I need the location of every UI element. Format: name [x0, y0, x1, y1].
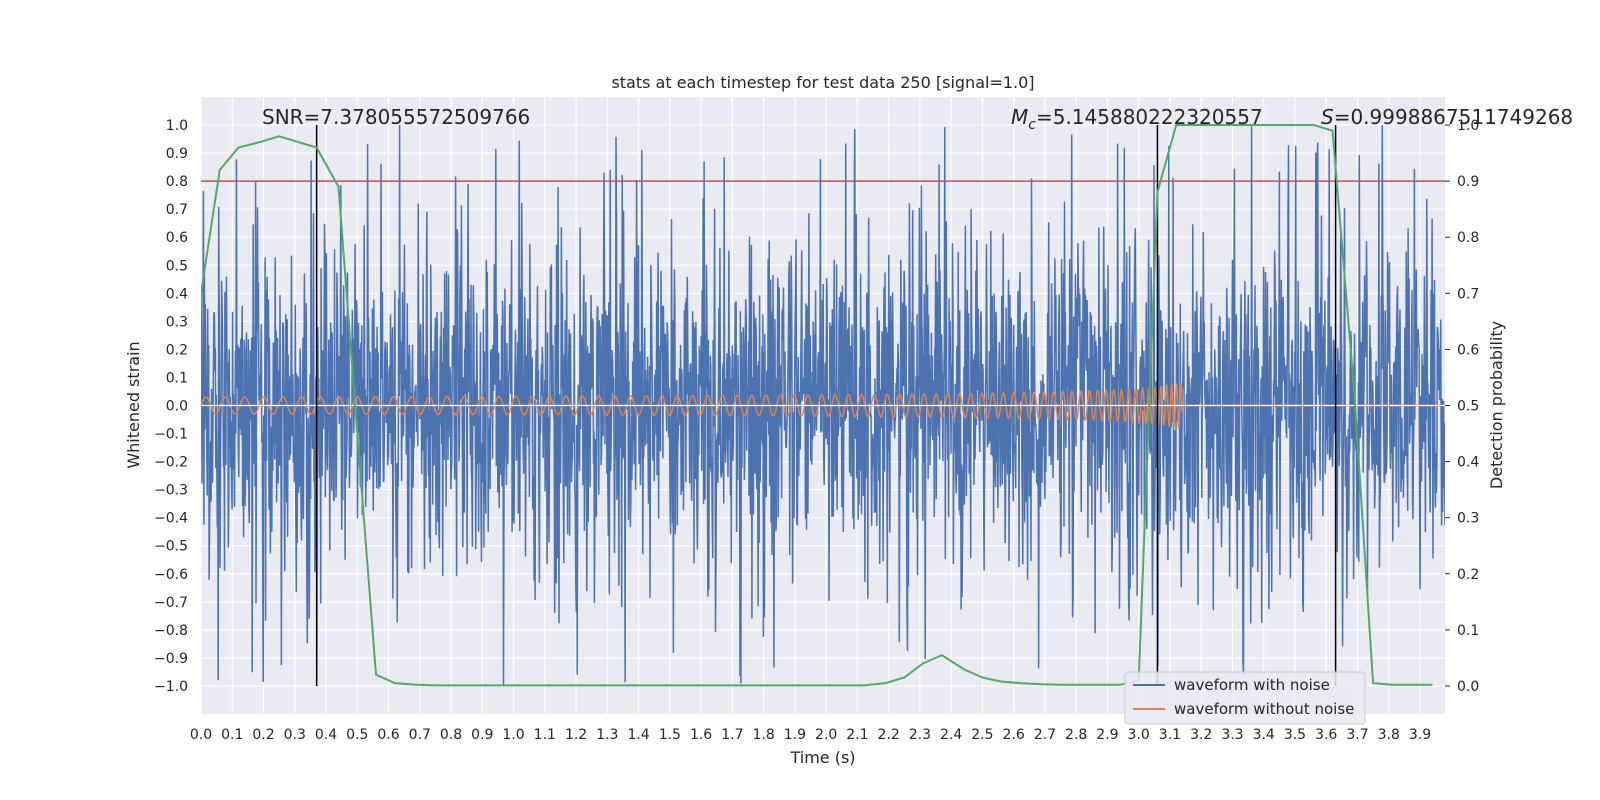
x-tick-label: 3.7 — [1346, 727, 1368, 743]
y-tick-label: −0.2 — [154, 455, 188, 471]
score-value: =0.9998867511749268 — [1334, 105, 1573, 129]
chirp-mass-subscript: c — [1028, 117, 1036, 133]
x-tick-label: 0.7 — [409, 727, 431, 743]
annotation-score: S=0.9998867511749268 — [1321, 105, 1573, 129]
x-tick-label: 1.8 — [752, 727, 774, 743]
x-tick-label: 0.4 — [315, 727, 337, 743]
x-tick-label: 0.0 — [190, 727, 212, 743]
y-tick-label: 0.6 — [166, 230, 188, 246]
legend-label-clean: waveform without noise — [1174, 700, 1354, 718]
x-tick-label: 1.7 — [721, 727, 743, 743]
y-axis-ticks: −1.0 −0.9 −0.8 −0.7 −0.6 −0.5 −0.4 −0.3 −0.2 −0.1… — [154, 118, 188, 695]
legend-label-noise: waveform with noise — [1174, 676, 1330, 694]
y2-tick-label: 0.0 — [1457, 679, 1479, 695]
x-tick-label: 3.4 — [1253, 727, 1275, 743]
score-symbol: S — [1321, 105, 1334, 129]
y-tick-label: 0.5 — [166, 258, 188, 274]
y-tick-label: −0.5 — [154, 539, 188, 555]
y2-tick-label: 0.9 — [1457, 174, 1479, 190]
y-tick-label: 0.3 — [166, 314, 188, 330]
y-tick-label: 0.9 — [166, 146, 188, 162]
marker-lines — [315, 125, 1337, 686]
annotation-snr: SNR=7.378055572509766 — [262, 105, 530, 129]
x-tick-label: 3.8 — [1378, 727, 1400, 743]
series-waveform-with-noise — [201, 124, 1445, 686]
y-tick-label: −0.1 — [154, 427, 188, 443]
x-tick-label: 3.9 — [1409, 727, 1431, 743]
y2-tick-label: 0.1 — [1457, 623, 1479, 639]
y-tick-label: −0.7 — [154, 595, 188, 611]
y-tick-label: 0.8 — [166, 174, 188, 190]
y-tick-label: 0.2 — [166, 342, 188, 358]
x-tick-label: 1.9 — [784, 727, 806, 743]
y2-tick-label: 0.3 — [1457, 511, 1479, 527]
y-tick-label: −0.8 — [154, 623, 188, 639]
x-tick-label: 0.2 — [252, 727, 274, 743]
y2-axis-label: Detection probability — [1487, 321, 1506, 489]
x-tick-label: 2.8 — [1065, 727, 1087, 743]
annotation-chirp-mass: Mc=5.145880222320557 — [1011, 105, 1263, 133]
x-tick-label: 2.9 — [1096, 727, 1118, 743]
y2-tick-label: 0.4 — [1457, 455, 1479, 471]
legend: waveform with noise waveform without noi… — [1124, 671, 1366, 725]
x-tick-label: 2.4 — [940, 727, 962, 743]
x-tick-label: 3.5 — [1284, 727, 1306, 743]
x-tick-label: 2.7 — [1034, 727, 1056, 743]
y-tick-label: −0.3 — [154, 483, 188, 499]
series-detection-probability — [201, 124, 1433, 687]
x-tick-label: 1.3 — [596, 727, 618, 743]
y-tick-label: 0.0 — [166, 399, 188, 415]
x-tick-label: 2.6 — [1003, 727, 1025, 743]
x-tick-label: 0.9 — [471, 727, 493, 743]
y-tick-label: 0.7 — [166, 202, 188, 218]
y-axis-label: Whitened strain — [124, 341, 143, 468]
x-tick-label: 2.3 — [909, 727, 931, 743]
chirp-mass-symbol: M — [1011, 105, 1028, 129]
x-tick-label: 1.1 — [534, 727, 556, 743]
y-tick-label: 1.0 — [166, 118, 188, 134]
chart-title: stats at each timestep for test data 250… — [611, 73, 1034, 92]
y-tick-label: 0.1 — [166, 370, 188, 386]
x-axis-label: Time (s) — [789, 748, 855, 767]
x-tick-label: 3.1 — [1159, 727, 1181, 743]
y2-tick-label: 0.7 — [1457, 286, 1479, 302]
chirp-mass-value: =5.145880222320557 — [1036, 105, 1263, 129]
x-tick-label: 3.6 — [1315, 727, 1337, 743]
x-tick-label: 3.3 — [1221, 727, 1243, 743]
x-tick-label: 2.1 — [846, 727, 868, 743]
x-tick-label: 0.8 — [440, 727, 462, 743]
y2-axis-ticks: 0.0 0.1 0.2 0.3 0.4 0.5 0.6 0.7 0.8 0.9 1.0 — [1445, 118, 1479, 695]
x-tick-label: 0.6 — [377, 727, 399, 743]
x-tick-label: 3.0 — [1128, 727, 1150, 743]
legend-box — [1124, 671, 1366, 725]
y-tick-label: −0.9 — [154, 651, 188, 667]
y2-tick-label: 0.2 — [1457, 567, 1479, 583]
x-tick-label: 2.5 — [971, 727, 993, 743]
x-tick-label: 0.5 — [346, 727, 368, 743]
x-tick-label: 1.5 — [659, 727, 681, 743]
y-tick-label: −0.4 — [154, 511, 188, 527]
y-tick-label: 0.4 — [166, 286, 188, 302]
x-tick-label: 2.2 — [878, 727, 900, 743]
x-tick-label: 1.0 — [502, 727, 524, 743]
y2-tick-label: 0.8 — [1457, 230, 1479, 246]
x-axis-ticks: 0.0 0.1 0.2 0.3 0.4 0.5 0.6 0.7 0.8 0.9 1.0 1.1 1.2 1… — [190, 727, 1431, 743]
y2-tick-label: 1.0 — [1457, 118, 1479, 134]
y-tick-label: −1.0 — [154, 679, 188, 695]
y2-tick-label: 0.5 — [1457, 399, 1479, 415]
y2-tick-label: 0.6 — [1457, 342, 1479, 358]
x-tick-label: 0.1 — [221, 727, 243, 743]
x-tick-label: 1.6 — [690, 727, 712, 743]
x-tick-label: 2.0 — [815, 727, 837, 743]
y-tick-label: −0.6 — [154, 567, 188, 583]
x-tick-label: 0.3 — [284, 727, 306, 743]
x-tick-label: 3.2 — [1190, 727, 1212, 743]
x-tick-label: 1.2 — [565, 727, 587, 743]
x-tick-label: 1.4 — [627, 727, 649, 743]
